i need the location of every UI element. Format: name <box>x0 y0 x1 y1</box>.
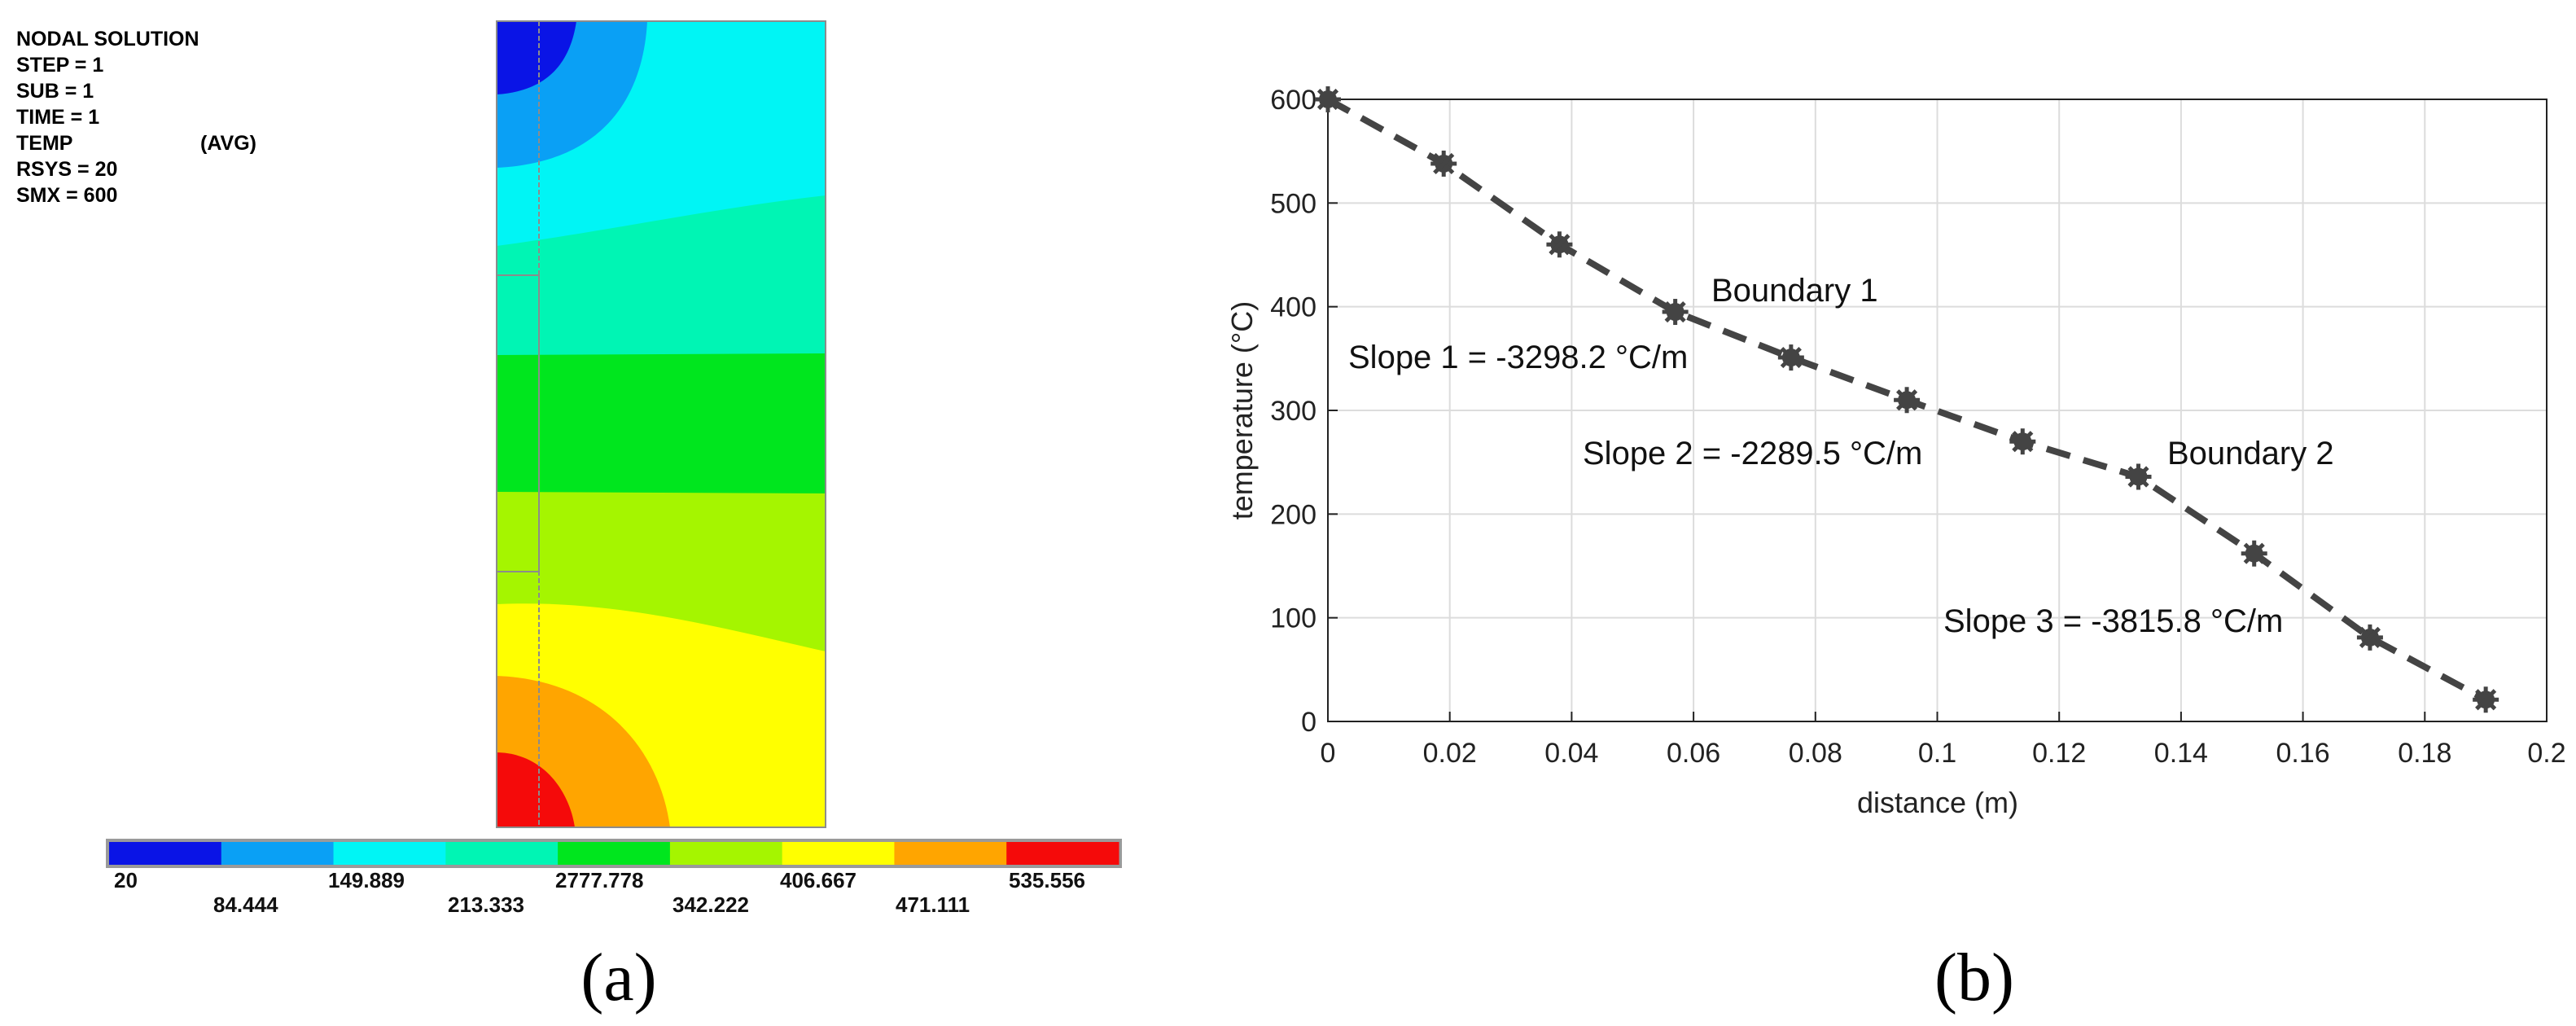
data-point <box>1777 344 1804 371</box>
header-line: SMX = 600 <box>16 184 117 207</box>
x-tick-label: 0.02 <box>1423 738 1477 769</box>
header-line: TEMP <box>16 132 72 155</box>
y-tick-label: 400 <box>1270 292 1316 323</box>
annotation-slope-1: Slope 1 = -3298.2 °C/m <box>1348 340 1688 375</box>
header-line: SUB = 1 <box>16 80 94 103</box>
y-tick-label: 600 <box>1270 85 1316 116</box>
header-line-value: (AVG) <box>200 132 256 155</box>
annotation-boundary-2: Boundary 2 <box>2167 436 2334 471</box>
data-point <box>1315 86 1341 112</box>
panel-b-line-chart: 0 0.02 0.04 0.06 0.08 0.1 0.12 0.14 0.16 0.18 0.2 … <box>1225 85 2566 1015</box>
y-tick-label: 0 <box>1301 707 1316 738</box>
colorbar-segment <box>1006 842 1119 865</box>
colorbar <box>106 839 1122 868</box>
panel-a-caption: (a) <box>580 940 656 1015</box>
panel-b-caption: (b) <box>1934 940 2014 1015</box>
contour-band-red <box>497 752 575 827</box>
colorbar-label-top: 2777.778 <box>555 868 643 892</box>
x-tick-label: 0.04 <box>1544 738 1598 769</box>
annotation-slope-3: Slope 3 = -3815.8 °C/m <box>1943 603 2283 639</box>
data-point <box>2356 624 2383 651</box>
colorbar-segment <box>221 842 335 865</box>
y-tick-label: 300 <box>1270 396 1316 427</box>
data-point <box>1662 299 1689 326</box>
colorbar-label-bottom: 342.222 <box>672 892 749 917</box>
colorbar-label-bottom: 471.111 <box>896 892 970 917</box>
colorbar-segment <box>445 842 559 865</box>
x-tick-label: 0.1 <box>1918 738 1956 769</box>
colorbar-segment <box>782 842 895 865</box>
colorbar-label-top: 535.556 <box>1009 868 1085 892</box>
x-tick-label: 0.18 <box>2398 738 2451 769</box>
contour-band-blue <box>497 21 576 94</box>
colorbar-label-bottom: 213.333 <box>448 892 524 917</box>
data-point <box>2473 686 2499 713</box>
colorbar-label-top: 20 <box>114 868 138 892</box>
panel-a-contour-plot: NODAL SOLUTION STEP = 1 SUB = 1 TIME = 1 TEM… <box>16 20 1122 1015</box>
x-tick-label: 0.16 <box>2276 738 2330 769</box>
y-tick-label: 100 <box>1270 603 1316 634</box>
header-line: STEP = 1 <box>16 54 103 77</box>
y-axis-label: temperature (°C) <box>1225 301 1259 520</box>
header-line: TIME = 1 <box>16 106 99 129</box>
x-tick-labels: 0 0.02 0.04 0.06 0.08 0.1 0.12 0.14 0.16 0.18 0.2 <box>1321 738 2566 769</box>
data-point <box>1894 387 1921 414</box>
x-tick-label: 0 <box>1321 738 1336 769</box>
contour-band-green <box>497 350 826 493</box>
contour-band-aqua <box>497 194 826 355</box>
colorbar-segment <box>333 842 446 865</box>
x-tick-label: 0.14 <box>2154 738 2208 769</box>
colorbar-segment <box>894 842 1007 865</box>
y-tick-label: 200 <box>1270 499 1316 530</box>
x-tick-label: 0.06 <box>1667 738 1720 769</box>
annotation-boundary-1: Boundary 1 <box>1711 273 1878 309</box>
colorbar-label-top: 149.889 <box>328 868 405 892</box>
y-tick-labels: 0 100 200 300 400 500 600 <box>1270 85 1316 738</box>
colorbar-label-top: 406.667 <box>780 868 856 892</box>
ansys-header-text: NODAL SOLUTION STEP = 1 SUB = 1 TIME = 1 TEM… <box>16 28 256 207</box>
contour-plot <box>496 20 826 828</box>
colorbar-segment <box>558 842 671 865</box>
series-temperature <box>1315 86 2499 713</box>
x-tick-label: 0.12 <box>2032 738 2086 769</box>
data-point <box>1430 150 1457 177</box>
x-tick-label: 0.2 <box>2527 738 2565 769</box>
mesh-outline-upper <box>496 274 540 572</box>
colorbar-segment <box>109 842 222 865</box>
data-point <box>1546 231 1573 258</box>
x-axis-label: distance (m) <box>1857 786 2018 819</box>
colorbar-label-bottom: 84.444 <box>213 892 278 917</box>
data-point <box>2241 540 2267 567</box>
colorbar-segment <box>669 842 783 865</box>
data-point <box>2125 463 2152 490</box>
x-tick-label: 0.08 <box>1789 738 1842 769</box>
annotation-slope-2: Slope 2 = -2289.5 °C/m <box>1583 436 1922 471</box>
y-tick-label: 500 <box>1270 188 1316 219</box>
data-point <box>2009 428 2036 455</box>
header-line: RSYS = 20 <box>16 158 117 181</box>
header-line: NODAL SOLUTION <box>16 28 199 50</box>
contour-band-lime <box>497 489 826 651</box>
colorbar-labels: 20 149.889 2777.778 406.667 535.556 84.444 213… <box>114 868 1085 917</box>
